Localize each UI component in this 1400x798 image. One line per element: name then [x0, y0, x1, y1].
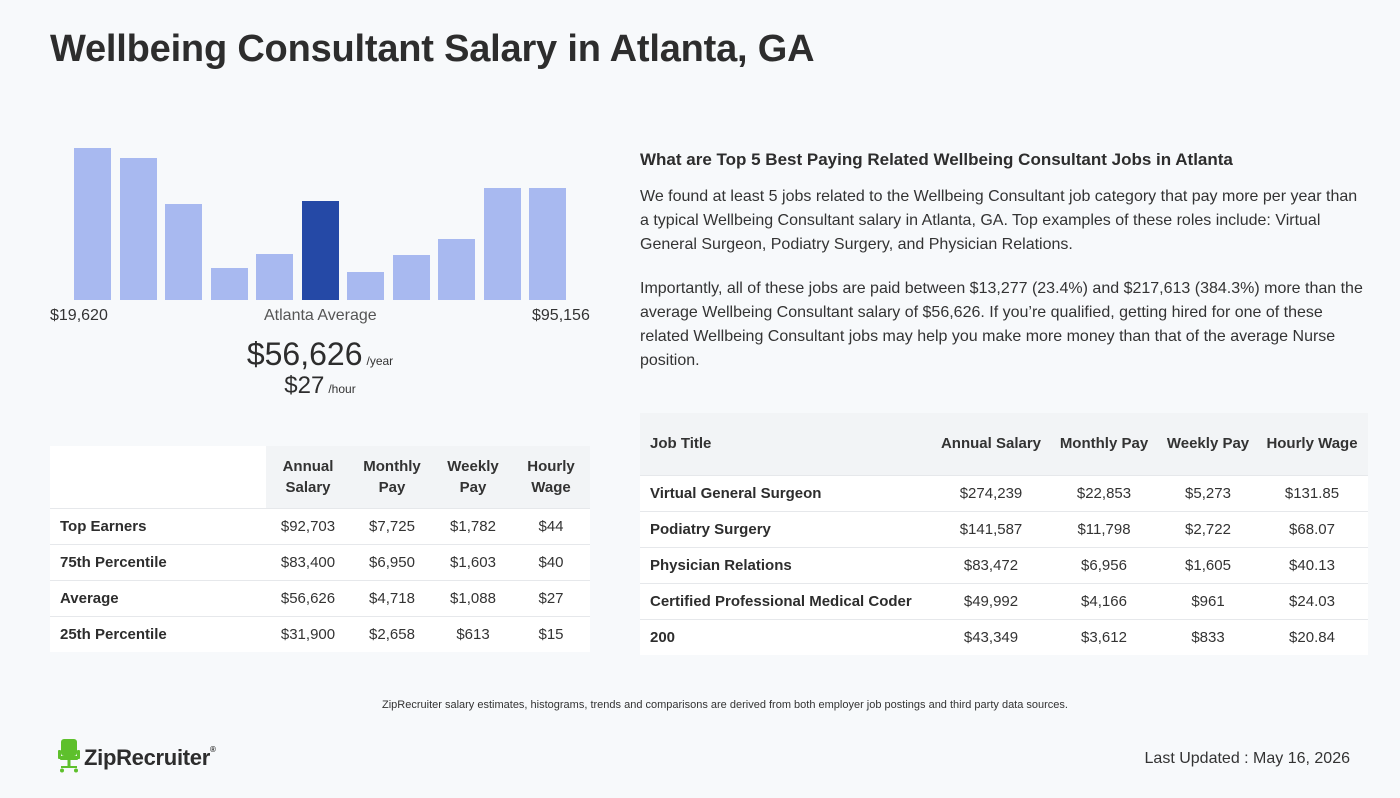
- table-header: Annual Salary: [934, 413, 1048, 475]
- table-cell: $11,798: [1048, 510, 1160, 547]
- related-jobs-table: Job Title Annual Salary Monthly Pay Week…: [640, 413, 1368, 655]
- salary-histogram: [74, 140, 568, 300]
- chair-icon: [58, 738, 80, 778]
- histogram-bar: [529, 188, 566, 300]
- table-cell: $2,658: [350, 615, 434, 652]
- table-cell: $131.85: [1256, 474, 1368, 511]
- histogram-bar-average: [301, 201, 339, 300]
- histogram-bar: [165, 204, 202, 300]
- table-cell: $1,782: [434, 507, 512, 544]
- table-header-row: Annual Salary Monthly Pay Weekly Pay Hou…: [50, 446, 590, 508]
- table-row: Virtual General Surgeon $274,239 $22,853 $5…: [640, 474, 1368, 511]
- job-title-cell: Physician Relations: [640, 546, 934, 583]
- table-header-blank: [50, 446, 266, 508]
- table-cell: $83,472: [934, 546, 1048, 583]
- table-header: Monthly Pay: [350, 446, 434, 508]
- histogram-bar: [483, 188, 521, 300]
- table-row: 75th Percentile $83,400 $6,950 $1,603 $40: [50, 543, 590, 580]
- table-row: Top Earners $92,703 $7,725 $1,782 $44: [50, 507, 590, 544]
- table-cell: $40: [512, 543, 590, 580]
- table-header: Annual Salary: [266, 446, 350, 508]
- table-cell: $6,956: [1048, 546, 1160, 583]
- table-cell: $274,239: [934, 474, 1048, 511]
- table-header: Monthly Pay: [1048, 413, 1160, 475]
- table-cell: $24.03: [1256, 582, 1368, 619]
- histogram-bar: [119, 158, 157, 300]
- percentile-table: Annual Salary Monthly Pay Weekly Pay Hou…: [50, 446, 590, 652]
- row-label: 25th Percentile: [50, 615, 266, 652]
- table-cell: $1,605: [1160, 546, 1256, 583]
- job-title-cell: 200: [640, 618, 934, 655]
- table-cell: $15: [512, 615, 590, 652]
- row-label: Average: [50, 579, 266, 616]
- row-label: Top Earners: [50, 507, 266, 544]
- table-cell: $31,900: [266, 615, 350, 652]
- table-cell: $3,612: [1048, 618, 1160, 655]
- logo-wordmark: ZipRecruiter®: [84, 745, 216, 770]
- histogram-bar: [347, 272, 384, 300]
- table-cell: $44: [512, 507, 590, 544]
- ziprecruiter-logo[interactable]: ZipRecruiter®: [58, 738, 216, 778]
- table-cell: $833: [1160, 618, 1256, 655]
- table-row: Certified Professional Medical Coder $49,…: [640, 582, 1368, 619]
- hourly-wage-summary: $27/hour: [0, 372, 640, 400]
- table-header: Weekly Pay: [434, 446, 512, 508]
- table-cell: $5,273: [1160, 474, 1256, 511]
- table-cell: $2,722: [1160, 510, 1256, 547]
- table-cell: $613: [434, 615, 512, 652]
- job-title-cell: Podiatry Surgery: [640, 510, 934, 547]
- histogram-average-label: Atlanta Average: [264, 307, 377, 324]
- table-header: Job Title: [640, 413, 934, 475]
- table-cell: $40.13: [1256, 546, 1368, 583]
- table-cell: $22,853: [1048, 474, 1160, 511]
- table-row: 200 $43,349 $3,612 $833 $20.84: [640, 618, 1368, 655]
- related-jobs-paragraph: We found at least 5 jobs related to the …: [640, 188, 1358, 253]
- table-cell: $6,950: [350, 543, 434, 580]
- table-cell: $68.07: [1256, 510, 1368, 547]
- last-updated-date: Last Updated : May 16, 2026: [1144, 750, 1350, 767]
- table-cell: $27: [512, 579, 590, 616]
- annual-salary-summary: $56,626/year: [0, 336, 640, 373]
- histogram-max-label: $95,156: [532, 307, 590, 324]
- table-cell: $4,718: [350, 579, 434, 616]
- table-cell: $83,400: [266, 543, 350, 580]
- histogram-bar: [74, 148, 111, 300]
- histogram-bar: [392, 255, 430, 300]
- job-title-cell: Virtual General Surgeon: [640, 474, 934, 511]
- histogram-bar: [210, 268, 248, 300]
- annual-salary-unit: /year: [366, 354, 394, 368]
- table-header-row: Job Title Annual Salary Monthly Pay Week…: [640, 413, 1368, 475]
- table-header: Hourly Wage: [512, 446, 590, 508]
- histogram-bar: [256, 254, 293, 300]
- table-row: Podiatry Surgery $141,587 $11,798 $2,722 $68…: [640, 510, 1368, 547]
- related-jobs-heading: What are Top 5 Best Paying Related Wellb…: [640, 150, 1233, 169]
- table-cell: $1,088: [434, 579, 512, 616]
- table-header: Hourly Wage: [1256, 413, 1368, 475]
- table-cell: $961: [1160, 582, 1256, 619]
- histogram-min-label: $19,620: [50, 307, 108, 324]
- job-title-cell: Certified Professional Medical Coder: [640, 582, 934, 619]
- table-cell: $141,587: [934, 510, 1048, 547]
- row-label: 75th Percentile: [50, 543, 266, 580]
- page-title: Wellbeing Consultant Salary in Atlanta, …: [50, 28, 815, 70]
- table-cell: $49,992: [934, 582, 1048, 619]
- table-cell: $92,703: [266, 507, 350, 544]
- table-row: Physician Relations $83,472 $6,956 $1,605 $4…: [640, 546, 1368, 583]
- hourly-wage-unit: /hour: [328, 382, 356, 396]
- histogram-bar: [438, 239, 475, 300]
- table-cell: $7,725: [350, 507, 434, 544]
- related-jobs-paragraph: Importantly, all of these jobs are paid …: [640, 280, 1363, 369]
- table-row: Average $56,626 $4,718 $1,088 $27: [50, 579, 590, 616]
- table-header: Weekly Pay: [1160, 413, 1256, 475]
- data-disclaimer: ZipRecruiter salary estimates, histogram…: [382, 699, 1068, 711]
- annual-salary-amount: $56,626: [246, 336, 363, 372]
- table-cell: $56,626: [266, 579, 350, 616]
- table-row: 25th Percentile $31,900 $2,658 $613 $15: [50, 615, 590, 652]
- table-cell: $43,349: [934, 618, 1048, 655]
- hourly-wage-amount: $27: [284, 372, 325, 399]
- table-cell: $1,603: [434, 543, 512, 580]
- table-cell: $4,166: [1048, 582, 1160, 619]
- table-cell: $20.84: [1256, 618, 1368, 655]
